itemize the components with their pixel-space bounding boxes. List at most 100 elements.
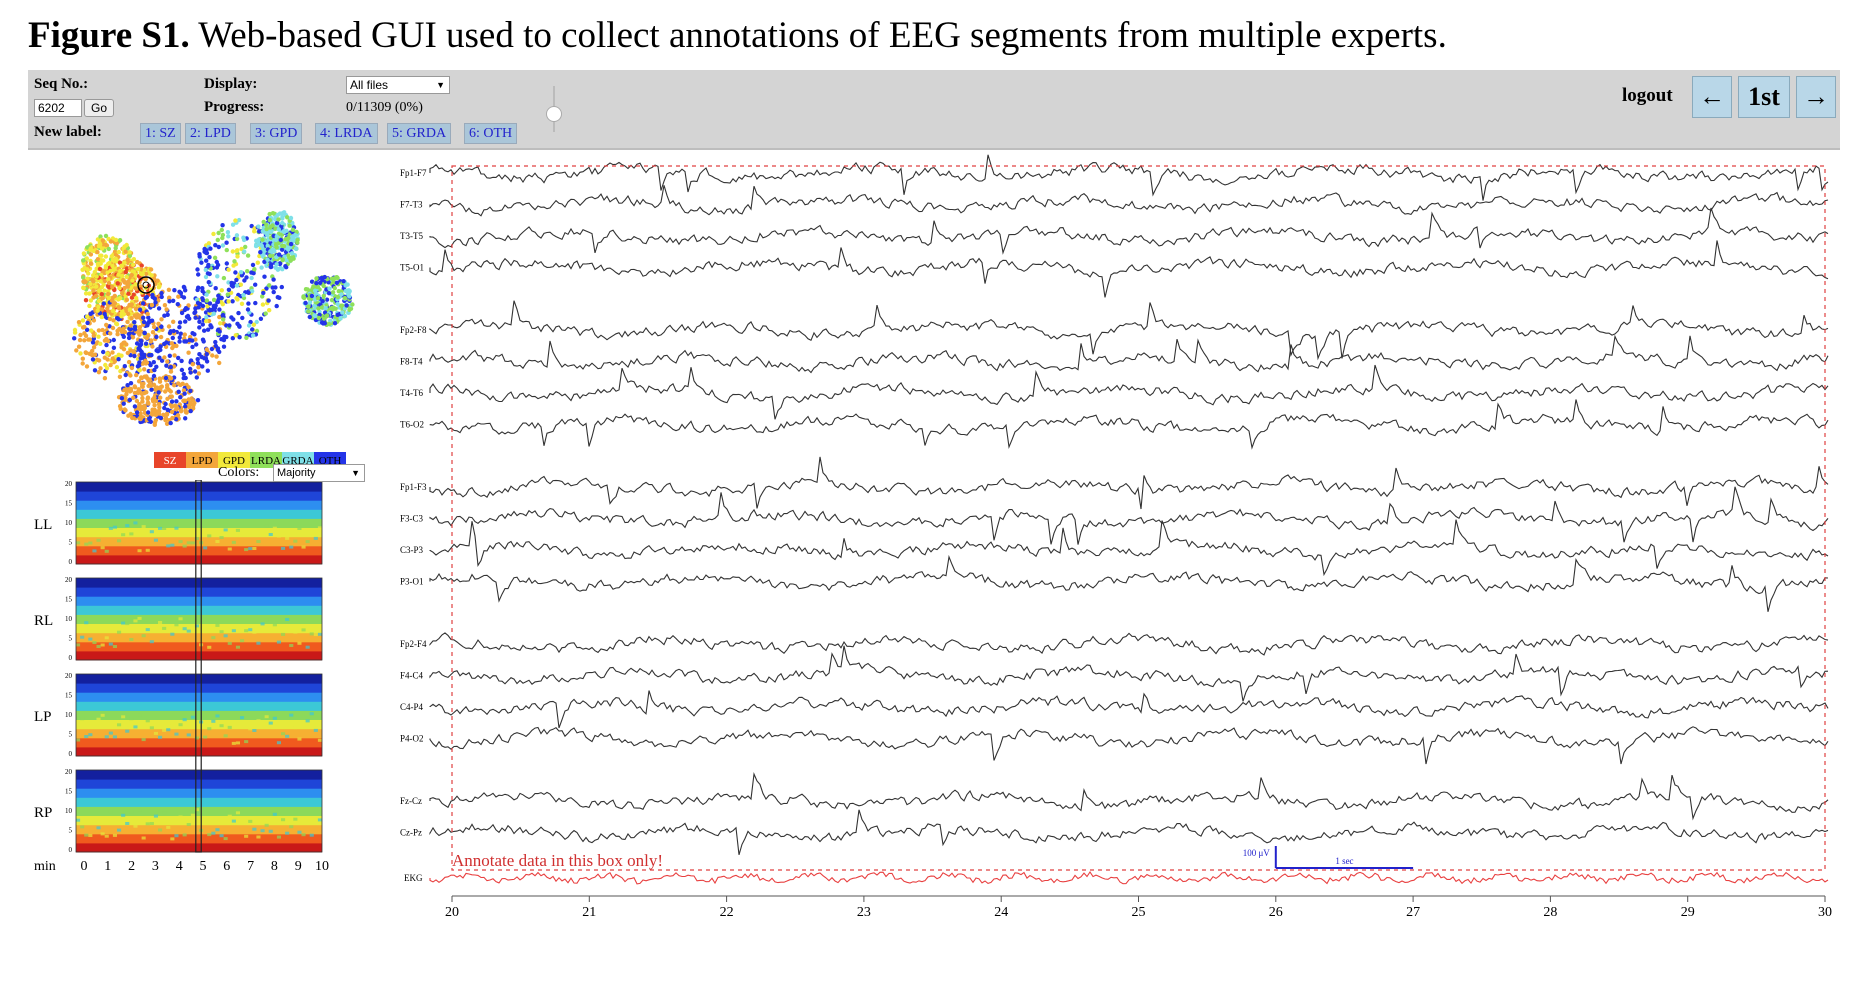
scatter-point [138,356,143,361]
scatter-point [80,318,86,323]
scatter-point [88,298,94,303]
scatter-point [151,324,157,330]
scatter-point [145,323,150,328]
scatter-point [248,319,253,325]
scatter-point [254,319,259,325]
ekg-trace [429,871,1829,885]
scatter-point [179,367,185,373]
spectrogram-streak [186,629,191,633]
spectrogram-streak [207,833,212,837]
spectrogram-ytick: 0 [69,750,73,758]
label-button-oth[interactable]: 6: OTH [464,123,518,144]
scatter-point [119,396,125,401]
label-button-sz[interactable]: 1: SZ [140,123,181,144]
spectrogram-ytick: 5 [69,635,73,643]
scatter-point [242,249,247,254]
scatter-point [145,311,150,317]
channel-label: F4-C4 [400,671,424,681]
scatter-point [88,261,94,266]
scatter-point [133,282,138,287]
scatter-point [85,276,90,281]
spectrogram-streak [223,634,228,638]
spectrogram-streak [137,808,142,812]
seq-input[interactable]: 6202 [34,99,82,117]
scatter-point [115,332,120,337]
label-button-lpd[interactable]: 2: LPD [185,123,236,144]
scatter-point [236,310,241,316]
scatter-point [117,374,123,379]
logout-link[interactable]: logout [1622,85,1673,106]
spectrogram-label: RL [34,613,53,629]
scatter-point [125,383,130,388]
scatter-point [195,267,200,272]
prev-button[interactable]: ← [1692,76,1732,118]
spectrogram-streak [235,811,240,815]
scatter-point [185,313,191,319]
spectrogram-band [76,701,322,711]
scatter-point [128,323,133,328]
scatter-point [81,258,86,263]
spectrogram-xtick: 8 [271,859,278,874]
scatter-point [208,246,213,251]
spectrogram-streak [264,823,269,827]
channel-label: P3-O1 [400,577,424,587]
scatter-point [278,237,283,243]
scatter-point [319,275,324,281]
scatter-point [197,352,202,357]
spectrogram-streak [207,645,212,649]
next-button[interactable]: → [1796,76,1836,118]
scatter-point [128,326,134,332]
scatter-point [158,347,163,353]
scatter-point [152,367,157,373]
spectrogram-streak [309,833,314,837]
scatter-point [105,306,110,311]
scatter-point [221,317,226,322]
spectrogram-streak [256,719,261,723]
colors-select[interactable]: Majority ▼ [273,464,365,482]
scatter-point [327,286,332,291]
scatter-point [213,243,218,248]
scatter-point [122,407,128,412]
embedding-scatter[interactable] [28,170,398,460]
legend-swatch [186,452,218,468]
display-select[interactable]: All files ▼ [346,76,450,94]
scatter-point [130,415,135,421]
spectrogram-streak [104,549,109,553]
scatter-point [288,241,294,247]
go-button[interactable]: Go [84,99,115,117]
scatter-point [197,319,202,324]
spectrogram-streak [129,638,134,641]
slider-handle[interactable] [546,106,562,122]
spectrogram-streak [215,623,220,627]
spectrogram-ytick: 15 [65,500,73,508]
scatter-point [85,267,90,272]
scatter-point [230,299,235,304]
spectrogram-streak [162,527,167,530]
scatter-point [332,285,337,291]
scatter-point [183,319,188,324]
scatter-point [164,363,169,368]
scatter-point [172,288,177,293]
spectrogram-streak [215,714,220,718]
spectrogram-panel[interactable]: LL20151050RL20151050LP20151050RP20151050… [28,480,398,980]
scatter-point [264,286,269,291]
scatter-point [114,365,120,370]
spectrogram-band [76,797,322,807]
spectrogram-streak [96,645,101,648]
scatter-point [95,261,101,267]
scatter-point [202,246,207,252]
spectrogram-streak [149,726,154,730]
scatter-point [127,397,132,403]
spectrogram-streak [96,717,101,721]
scatter-point [101,301,107,306]
scatter-point [81,285,86,290]
seq-label: Seq No.: [34,76,89,92]
first-button[interactable]: 1st [1738,76,1790,118]
label-button-grda[interactable]: 5: GRDA [387,123,452,144]
scatter-point [280,220,285,226]
spectrogram-xtick: 6 [223,859,230,874]
zoom-slider[interactable] [546,86,562,132]
label-button-gpd[interactable]: 3: GPD [250,123,303,144]
label-button-lrda[interactable]: 4: LRDA [315,123,378,144]
